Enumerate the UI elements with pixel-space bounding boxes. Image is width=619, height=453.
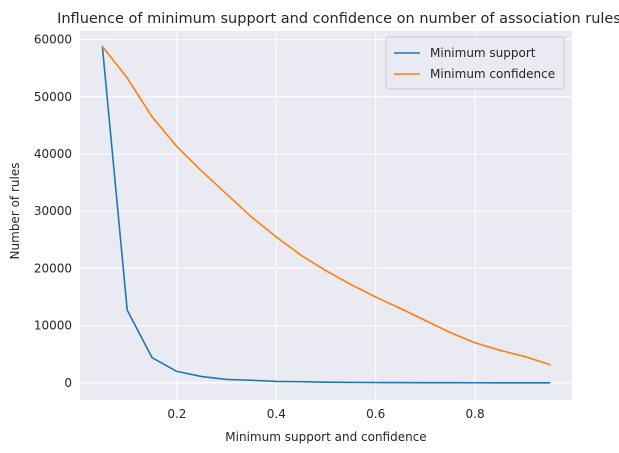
series-layer (101, 45, 551, 384)
y-tick-label: 0 (64, 376, 72, 390)
x-tick-label: 0.2 (167, 407, 186, 421)
y-tick-label: 60000 (34, 33, 72, 47)
y-tick-label: 40000 (34, 147, 72, 161)
x-tick-label: 0.8 (466, 407, 485, 421)
legend-label: Minimum confidence (430, 67, 555, 81)
y-tick-label: 30000 (34, 204, 72, 218)
series-line-1 (101, 45, 551, 384)
y-tick-label: 20000 (34, 261, 72, 275)
y-tick-label: 50000 (34, 90, 72, 104)
x-axis-ticks: 0.2 0.4 0.6 0.8 (167, 407, 484, 421)
chart-title: Influence of minimum support and confide… (57, 11, 619, 27)
y-tick-label: 10000 (34, 319, 72, 333)
y-axis-ticks: 0 10000 20000 30000 40000 50000 60000 (34, 33, 72, 390)
series-line-2 (101, 45, 551, 366)
plot-area (80, 31, 572, 400)
x-tick-label: 0.6 (366, 407, 385, 421)
legend-box (385, 36, 565, 90)
y-axis-label: Number of rules (8, 163, 22, 260)
legend-label: Minimum support (430, 46, 536, 60)
legend: Minimum support Minimum confidence (385, 36, 565, 90)
x-tick-label: 0.4 (267, 407, 286, 421)
x-axis-label: Minimum support and confidence (225, 430, 426, 444)
